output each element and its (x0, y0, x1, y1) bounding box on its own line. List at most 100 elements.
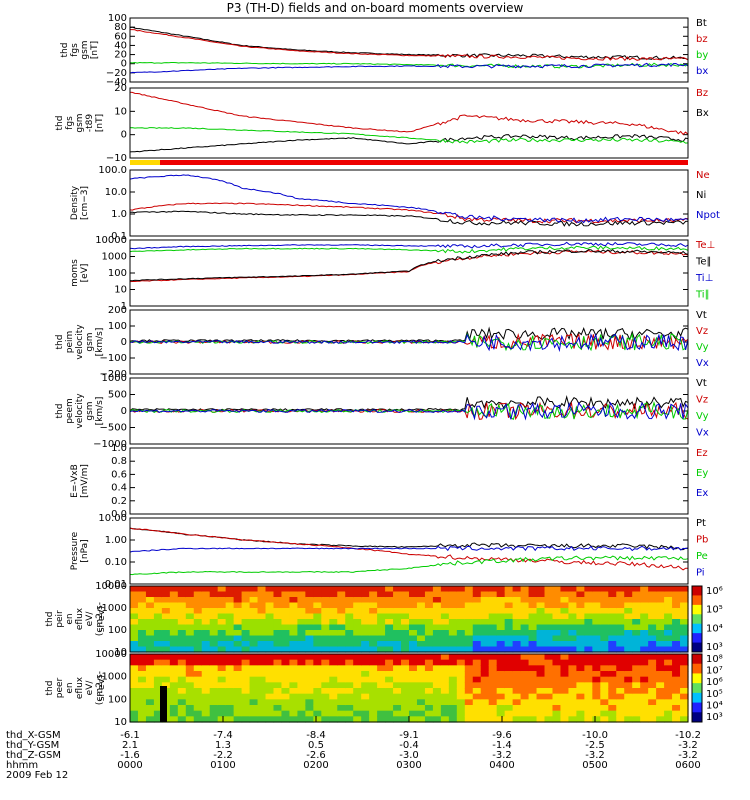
heatmap-cell (496, 676, 506, 683)
heatmap-cell (161, 654, 171, 661)
heatmap-cell (632, 671, 641, 678)
heatmap-cell (616, 613, 625, 620)
y-axis-label: thd (55, 116, 65, 131)
heatmap-cell (432, 682, 442, 689)
heatmap-cell (337, 693, 346, 700)
heatmap-cell (161, 641, 171, 648)
heatmap-cell (249, 671, 259, 678)
heatmap-cell (624, 613, 633, 620)
heatmap-cell (153, 613, 163, 620)
heatmap-cell (225, 710, 235, 717)
heatmap-cell (640, 671, 649, 678)
heatmap-cell (616, 635, 625, 642)
heatmap-cell (608, 716, 617, 723)
y-axis-label: thd (45, 681, 55, 696)
heatmap-cell (377, 716, 386, 723)
heatmap-cell (145, 641, 155, 648)
heatmap-cell (393, 641, 402, 648)
heatmap-cell (313, 624, 322, 631)
heatmap-cell (448, 613, 458, 620)
heatmap-cell (680, 608, 689, 615)
heatmap-cell (472, 659, 482, 666)
heatmap-cell (225, 613, 235, 620)
heatmap-cell (648, 693, 657, 700)
heatmap-cell (345, 624, 354, 631)
heatmap-cell (393, 716, 402, 723)
heatmap-cell (424, 597, 434, 604)
heatmap-cell (680, 613, 689, 620)
heatmap-cell (432, 716, 442, 723)
heatmap-cell (217, 688, 227, 695)
y-tick-label: 10 (114, 106, 127, 117)
heatmap-cell (305, 693, 314, 700)
heatmap-cell (273, 705, 283, 712)
heatmap-cell (488, 635, 498, 642)
heatmap-cell (153, 624, 163, 631)
heatmap-cell (305, 608, 314, 615)
heatmap-cell (241, 659, 251, 666)
heatmap-cell (680, 671, 689, 678)
heatmap-cell (233, 619, 243, 626)
heatmap-cell (520, 676, 530, 683)
heatmap-cell (345, 682, 354, 689)
x-tick-label: 0100 (210, 760, 235, 771)
heatmap-cell (393, 613, 402, 620)
heatmap-cell (337, 646, 346, 653)
heatmap-cell (592, 602, 601, 609)
legend-entry: Vy (696, 342, 709, 353)
heatmap-cell (305, 646, 314, 653)
heatmap-cell (241, 676, 251, 683)
heatmap-cell (624, 654, 633, 661)
heatmap-cell (496, 608, 506, 615)
heatmap-cell (409, 630, 418, 637)
heatmap-cell (568, 705, 577, 712)
heatmap-cell (552, 602, 562, 609)
heatmap-cell (177, 671, 187, 678)
heatmap-cell (281, 608, 291, 615)
heatmap-cell (273, 716, 283, 723)
heatmap-cell (440, 693, 450, 700)
heatmap-cell (265, 654, 275, 661)
heatmap-cell (265, 646, 275, 653)
heatmap-cell (225, 586, 235, 593)
heatmap-cell (137, 608, 147, 615)
mode-bar-fast (160, 160, 688, 165)
heatmap-cell (648, 705, 657, 712)
heatmap-cell (488, 671, 498, 678)
heatmap-cell (313, 665, 322, 672)
heatmap-cell (249, 665, 259, 672)
heatmap-cell (145, 716, 155, 723)
heatmap-cell (680, 597, 689, 604)
heatmap-cell (265, 710, 275, 717)
heatmap-cell (472, 602, 482, 609)
heatmap-cell (145, 710, 155, 717)
heatmap-cell (504, 635, 514, 642)
heatmap-cell (464, 716, 474, 723)
colorbar-segment (692, 692, 702, 704)
heatmap-cell (640, 665, 649, 672)
heatmap-cell (648, 602, 657, 609)
heatmap-cell (409, 646, 418, 653)
heatmap-cell (552, 635, 562, 642)
heatmap-cell (345, 597, 354, 604)
heatmap-cell (177, 619, 187, 626)
heatmap-cell (616, 710, 625, 717)
heatmap-cell (249, 597, 259, 604)
colorbar-segment (692, 586, 702, 596)
heatmap-cell (265, 659, 275, 666)
heatmap-cell (353, 613, 362, 620)
heatmap-cell (672, 665, 681, 672)
heatmap-cell (568, 646, 577, 653)
heatmap-cell (584, 659, 593, 666)
heatmap-cell (193, 613, 203, 620)
heatmap-cell (520, 624, 530, 631)
y-tick-label: 1 (121, 301, 127, 312)
heatmap-cell (480, 671, 490, 678)
heatmap-cell (313, 646, 322, 653)
heatmap-cell (305, 641, 314, 648)
heatmap-cell (193, 630, 203, 637)
heatmap-cell (680, 676, 689, 683)
heatmap-cell (257, 646, 267, 653)
heatmap-cell (448, 597, 458, 604)
